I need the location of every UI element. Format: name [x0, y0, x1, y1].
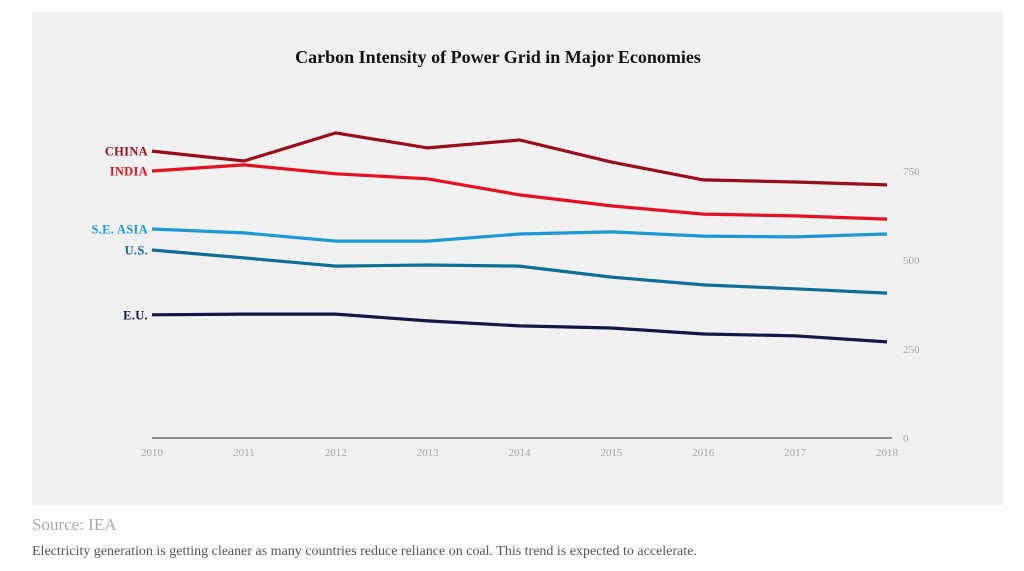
- y-tick-label: 250: [903, 344, 920, 356]
- x-tick-label: 2018: [876, 447, 899, 459]
- source-note: Source: IEA: [32, 515, 117, 534]
- series-labels: CHINA INDIA S.E. ASIA U.S. E.U.: [91, 145, 148, 323]
- series-label: S.E. ASIA: [91, 223, 148, 237]
- chart-caption: Electricity generation is getting cleane…: [32, 544, 697, 559]
- x-tick-label: 2010: [141, 447, 164, 459]
- x-tick-label: 2013: [417, 447, 440, 459]
- series-label: U.S.: [125, 244, 148, 258]
- x-tick-label: 2015: [600, 447, 623, 459]
- series-label: E.U.: [123, 308, 148, 322]
- x-tick-label: 2017: [784, 447, 807, 459]
- y-tick-label: 750: [903, 166, 920, 178]
- chart-card: [32, 12, 1003, 505]
- x-tick-label: 2016: [692, 447, 715, 459]
- series-line-u-s: [151, 248, 888, 295]
- y-axis-ticks: 0 250 500 750: [903, 166, 920, 445]
- series-line-s-e-asia: [151, 227, 888, 243]
- x-axis-ticks: 2010 2011 2012 2013 2014 2015 2016 2017 2018: [141, 447, 899, 459]
- y-tick-label: 0: [903, 433, 909, 445]
- x-tick-label: 2014: [509, 447, 532, 459]
- y-tick-label: 500: [903, 255, 920, 267]
- series-line-e-u: [151, 312, 888, 344]
- series-label: INDIA: [110, 165, 148, 179]
- x-tick-label: 2011: [233, 447, 255, 459]
- series-line-china: [151, 131, 888, 187]
- x-tick-label: 2012: [325, 447, 347, 459]
- series-lines: [151, 131, 888, 344]
- series-label: CHINA: [105, 145, 148, 159]
- series-line-india: [151, 163, 888, 221]
- chart-title: Carbon Intensity of Power Grid in Major …: [295, 47, 701, 67]
